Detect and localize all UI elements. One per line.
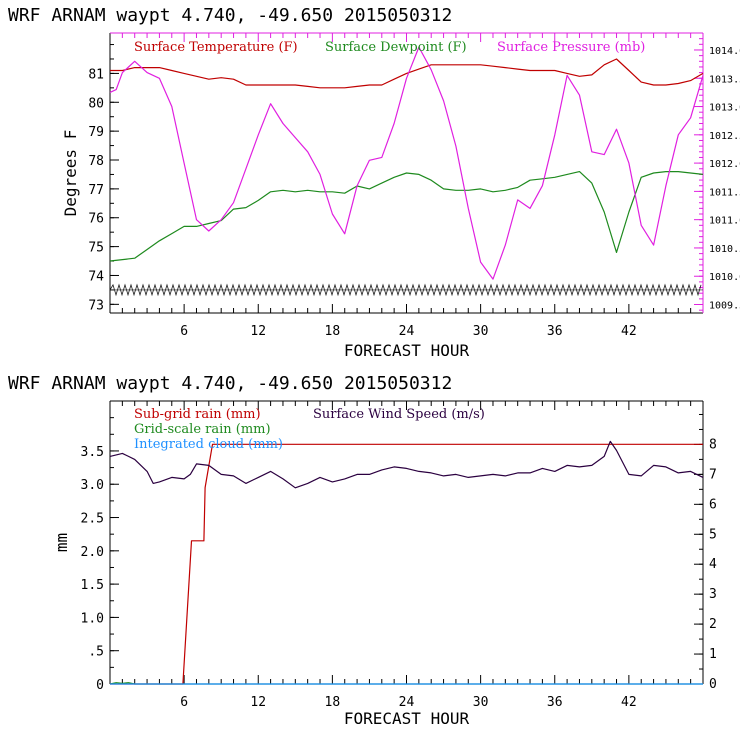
legend-entry: Surface Pressure (mb) [497,40,645,55]
x-tick-label: 6 [180,695,188,710]
y-right-tick-label: 1014.0 [709,46,740,57]
y-right-tick-label: 1012.5 [709,131,740,142]
y-right-tick-label: 6 [709,497,717,512]
y-axis-label: Degrees F [61,130,80,217]
y-left-tick-label: 73 [88,298,104,313]
x-tick-label: 18 [325,324,341,339]
y-right-tick-label: 2 [709,617,717,632]
x-tick-label: 42 [621,324,637,339]
x-tick-label: 30 [473,324,489,339]
series-group [109,46,704,297]
x-axis-label: FORECAST HOUR [344,341,470,360]
x-axis-label: FORECAST HOUR [344,709,470,728]
y-left-tick-label: 1.5 [81,578,104,593]
y-right-tick-label: 1010.5 [709,244,740,255]
y-left-tick-label: 79 [88,125,104,140]
x-tick-label: 24 [399,695,415,710]
legend-entry: Surface Wind Speed (m/s) [313,407,485,422]
y-left-tick-label: .5 [88,645,104,660]
y-right-tick-label: 1012.0 [709,159,740,170]
y-left-tick-label: 3.0 [81,478,104,493]
y-right-tick-label: 0 [709,677,717,692]
legend-entry: Grid-scale rain (mm) [134,422,271,437]
y-left-tick-label: 74 [88,269,104,284]
surface-dewpoint-f-line [109,171,704,262]
x-tick-label: 36 [547,324,563,339]
legend-entry: Sub-grid rain (mm) [134,407,261,422]
y-right-tick-label: 1 [709,647,717,662]
chart-title-2: WRF ARNAM waypt 4.740, -49.650 201505031… [8,373,452,394]
x-tick-label: 12 [250,695,266,710]
legend-entry: Surface Dewpoint (F) [325,40,467,55]
legend-entry: Surface Temperature (F) [134,40,298,55]
y-left-tick-label: 75 [88,241,104,256]
y-right-tick-label: 1013.0 [709,103,740,114]
x-tick-label: 30 [473,695,489,710]
y-left-tick-label: 81 [88,67,104,82]
x-tick-label: 6 [180,324,188,339]
y-right-tick-label: 3 [709,587,717,602]
x-tick-label: 24 [399,324,415,339]
y-left-tick-label: 80 [88,96,104,111]
y-left-tick-label: 76 [88,212,104,227]
sub-grid-rain-mm-line [110,443,703,685]
y-right-tick-label: 8 [709,437,717,452]
y-right-tick-label: 4 [709,557,717,572]
y-left-tick-label: 2.5 [81,512,104,527]
y-left-tick-label: 77 [88,183,104,198]
y-right-tick-label: 1010.0 [709,272,740,283]
surface-pressure-mb-line [109,46,704,280]
y-right-tick-label: 1011.5 [709,187,740,198]
y-right-tick-label: 7 [709,467,717,482]
y-left-tick-label: 2.0 [81,545,104,560]
y-right-tick-label: 1011.0 [709,216,740,227]
legend-entry: Integrated cloud (mm) [134,437,283,452]
series-group [109,440,704,685]
y-left-tick-label: 0 [96,678,104,693]
y-axis-label: mm [52,533,71,552]
y-right-tick-label: 5 [709,527,717,542]
chart-title-1: WRF ARNAM waypt 4.740, -49.650 201505031… [8,5,452,26]
y-left-tick-label: 78 [88,154,104,169]
y-left-tick-label: 3.5 [81,445,104,460]
surface-temperature-f-line [110,58,704,89]
y-left-tick-label: 1.0 [81,611,104,626]
surface-wind-speed-m-s-line [109,440,704,489]
x-tick-label: 42 [621,695,637,710]
x-tick-label: 18 [325,695,341,710]
y-right-tick-label: 1009.5 [709,301,740,312]
x-tick-label: 12 [250,324,266,339]
x-tick-label: 36 [547,695,563,710]
y-right-tick-label: 1013.5 [709,74,740,85]
